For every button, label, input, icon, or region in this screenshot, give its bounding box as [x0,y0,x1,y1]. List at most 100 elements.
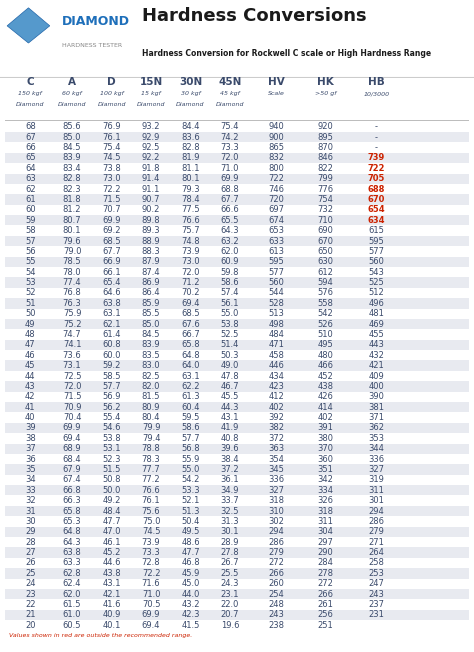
Text: 91.4: 91.4 [142,174,160,183]
Text: 44.0: 44.0 [182,589,200,599]
Text: 62.4: 62.4 [63,579,82,588]
Text: 402: 402 [269,403,284,411]
Text: 311: 311 [368,486,384,495]
Text: 70.7: 70.7 [102,205,121,215]
Text: 670: 670 [317,237,333,246]
Text: 360: 360 [317,454,333,464]
Text: 52.3: 52.3 [102,454,121,464]
Text: 37: 37 [25,444,36,453]
Text: 78.4: 78.4 [181,195,200,204]
Text: 46.7: 46.7 [221,382,239,391]
Text: 231: 231 [368,610,384,619]
Text: 60: 60 [25,205,36,215]
Text: 84.4: 84.4 [181,123,200,131]
Text: 70.5: 70.5 [142,600,160,609]
Text: 42.1: 42.1 [102,589,121,599]
Text: 822: 822 [317,164,333,173]
Text: 58.6: 58.6 [181,423,200,432]
Text: 20: 20 [25,621,36,630]
Text: 79.9: 79.9 [142,423,160,432]
Text: 48.4: 48.4 [102,507,121,516]
Text: 940: 940 [269,123,284,131]
FancyBboxPatch shape [5,340,469,350]
Text: 83.5: 83.5 [142,351,160,360]
Text: 75.9: 75.9 [63,309,82,318]
Text: 612: 612 [317,268,333,276]
Text: 80.1: 80.1 [63,226,82,235]
Text: 74.1: 74.1 [63,340,82,349]
Text: 327: 327 [368,465,384,474]
Text: 20.7: 20.7 [221,610,239,619]
Text: 69.9: 69.9 [142,610,160,619]
Text: -: - [375,133,378,141]
Text: 80.4: 80.4 [142,413,160,422]
Text: 318: 318 [317,507,333,516]
Text: 326: 326 [317,496,333,505]
Text: 61.3: 61.3 [181,393,200,402]
Text: 69.9: 69.9 [63,423,82,432]
Text: 84.5: 84.5 [142,330,160,339]
Text: 83.9: 83.9 [63,153,82,162]
Text: 900: 900 [269,133,284,141]
Text: 51.5: 51.5 [102,465,121,474]
Text: 51: 51 [25,299,36,308]
Text: 81.9: 81.9 [181,153,200,162]
Text: 67.4: 67.4 [63,475,82,484]
Text: 238: 238 [268,621,284,630]
Text: 30: 30 [25,517,36,526]
Text: 59.2: 59.2 [102,361,121,370]
Text: 865: 865 [268,143,284,152]
Text: 86.9: 86.9 [142,278,160,287]
Text: 271: 271 [368,538,384,546]
Text: 30.1: 30.1 [221,527,239,537]
Text: 79.0: 79.0 [63,247,82,256]
Text: 64.0: 64.0 [181,361,200,370]
Text: 69.2: 69.2 [102,226,121,235]
Text: 34: 34 [25,475,36,484]
Text: 68.5: 68.5 [181,309,200,318]
Text: 38: 38 [25,434,36,443]
Text: 70.2: 70.2 [181,288,200,297]
Text: 615: 615 [368,226,384,235]
Text: 402: 402 [318,413,333,422]
Text: 33.7: 33.7 [221,496,239,505]
Text: Diamond: Diamond [58,102,86,108]
Text: 78.8: 78.8 [142,444,160,453]
Text: 41: 41 [25,403,36,411]
Text: 251: 251 [318,621,333,630]
Text: 70.9: 70.9 [63,403,82,411]
Text: 69.9: 69.9 [221,174,239,183]
Text: 63.1: 63.1 [102,309,121,318]
Text: 68.4: 68.4 [63,454,82,464]
Text: 93.2: 93.2 [142,123,160,131]
Text: 36.1: 36.1 [221,475,239,484]
Text: 46: 46 [25,351,36,360]
Text: 51.3: 51.3 [181,507,200,516]
Text: 81.8: 81.8 [63,195,82,204]
Text: 49.2: 49.2 [102,496,121,505]
Text: 59: 59 [25,216,36,225]
Text: 50.8: 50.8 [102,475,121,484]
Text: >50 gf: >50 gf [315,91,336,96]
FancyBboxPatch shape [5,381,469,392]
Text: 24: 24 [25,579,36,588]
Text: 426: 426 [317,393,333,402]
Text: HB: HB [368,78,385,87]
FancyBboxPatch shape [5,548,469,557]
Text: 47.7: 47.7 [102,517,121,526]
Text: 301: 301 [368,496,384,505]
FancyBboxPatch shape [5,361,469,371]
Text: 39.6: 39.6 [221,444,239,453]
Text: 41.6: 41.6 [102,600,121,609]
Text: 484: 484 [269,330,284,339]
Text: 253: 253 [368,569,384,578]
Text: 654: 654 [367,205,385,215]
Text: 73.3: 73.3 [221,143,239,152]
Text: 82.8: 82.8 [181,143,200,152]
Text: 688: 688 [368,185,385,194]
Text: 71.0: 71.0 [142,589,160,599]
Text: 27.8: 27.8 [221,548,239,557]
Text: 88.9: 88.9 [142,237,160,246]
Text: 73.3: 73.3 [142,548,160,557]
Text: 510: 510 [318,330,333,339]
